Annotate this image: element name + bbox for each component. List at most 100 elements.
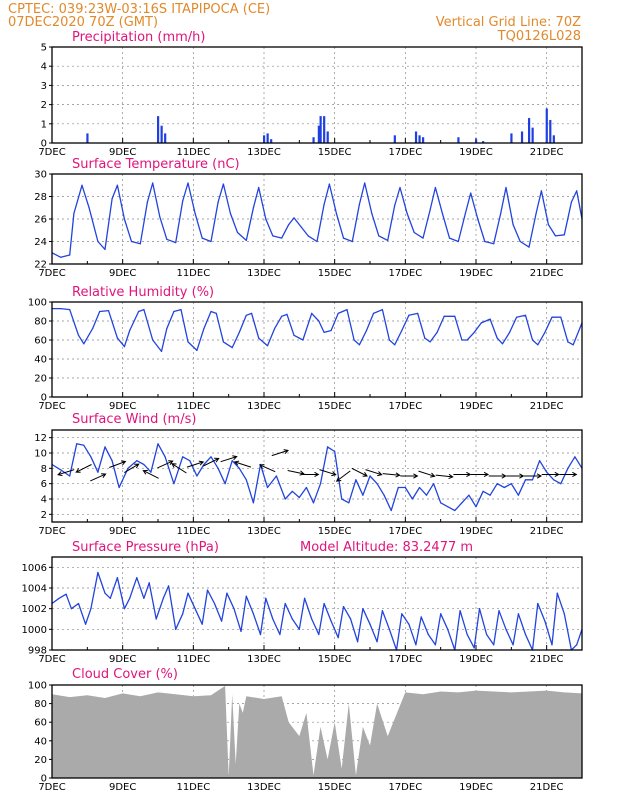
pressure-point xyxy=(272,618,274,620)
temp-point xyxy=(300,226,302,228)
wind-arrow xyxy=(435,473,454,480)
temp-point xyxy=(554,235,557,237)
precip-xtick-label: 13DEC xyxy=(247,147,281,158)
pressure-point xyxy=(415,644,417,646)
wind-point xyxy=(524,479,527,481)
pressure-xtick-label: 9DEC xyxy=(109,654,136,665)
precip-ytick-label: 2 xyxy=(41,100,47,111)
wind-arrow xyxy=(90,473,107,482)
temp-point xyxy=(217,201,219,203)
rh-point xyxy=(281,315,283,317)
precip-ytick-label: 0 xyxy=(41,139,47,150)
rh-point xyxy=(381,309,383,311)
wind-arrow xyxy=(382,472,401,478)
pressure-point xyxy=(187,592,189,594)
temp-point xyxy=(576,190,578,192)
wind-point xyxy=(447,506,449,508)
temp-point xyxy=(387,239,389,241)
wind-point xyxy=(411,498,413,500)
wind-ytick-label: 10 xyxy=(34,449,47,460)
pressure-point xyxy=(84,623,87,625)
pressure-point xyxy=(129,597,131,599)
precip-xtick-label: 19DEC xyxy=(459,147,493,158)
temp-point xyxy=(547,224,550,226)
cloud-xtick-label: 9DEC xyxy=(109,782,136,793)
precip-ytick-label: 4 xyxy=(41,62,47,73)
wind-ytick-label: 8 xyxy=(41,464,47,475)
pressure-point xyxy=(349,618,352,620)
rh-point xyxy=(429,341,431,343)
pressure-point xyxy=(381,610,383,612)
wind-ytick-label: 4 xyxy=(41,495,47,506)
rh-point xyxy=(408,314,410,316)
rh-point xyxy=(572,344,574,346)
temp-point xyxy=(464,212,466,214)
temp-point xyxy=(316,240,318,243)
wind-arrow xyxy=(319,469,337,477)
precip-bar xyxy=(510,133,513,143)
precip-bar xyxy=(86,133,89,143)
precip-bar xyxy=(266,133,269,143)
rh-point xyxy=(537,344,539,346)
cloud-area xyxy=(52,685,582,778)
rh-point xyxy=(330,329,332,332)
rh-frame xyxy=(51,301,583,398)
wind-point xyxy=(369,475,371,477)
wind-point xyxy=(362,494,364,496)
rh-point xyxy=(480,322,482,324)
pressure-point xyxy=(408,623,410,625)
precip-bar xyxy=(528,118,531,143)
rh-ytick-label: 60 xyxy=(34,336,47,347)
pressure-point xyxy=(97,571,99,574)
wind-point xyxy=(127,467,129,469)
wind-arrow xyxy=(335,470,351,482)
wind-arrow xyxy=(559,471,578,478)
temp-point xyxy=(484,240,486,243)
precip-bar xyxy=(319,116,322,143)
wind-point xyxy=(482,490,484,492)
wind-point xyxy=(496,483,498,485)
pressure-point xyxy=(544,620,546,622)
temperature-title: Surface Temperature (nC) xyxy=(72,157,240,172)
pressure-point xyxy=(369,623,371,625)
temp-point xyxy=(245,239,247,241)
wind-point xyxy=(266,486,269,489)
rh-point xyxy=(215,312,217,314)
wind-series-line xyxy=(51,443,583,512)
pressure-point xyxy=(493,644,495,646)
wind-point xyxy=(503,486,505,489)
rh-point xyxy=(473,331,475,333)
wind-point xyxy=(97,471,99,473)
precip-bar xyxy=(164,133,167,143)
rh-point xyxy=(388,339,391,341)
pressure-point xyxy=(505,628,507,630)
pressure-xtick-label: 13DEC xyxy=(247,654,281,665)
wind-arrow xyxy=(57,469,75,477)
pressure-point xyxy=(123,608,126,610)
rh-point xyxy=(180,309,182,311)
wind-arrow xyxy=(541,471,560,478)
pressure-point xyxy=(388,628,391,630)
rh-point xyxy=(358,344,360,346)
pressure-point xyxy=(109,597,111,599)
wind-point xyxy=(461,502,463,504)
precip-bar xyxy=(157,116,160,143)
rh-xtick-label: 9DEC xyxy=(109,401,136,412)
wind-point xyxy=(252,502,254,504)
precip-bar xyxy=(545,108,548,143)
pressure-point xyxy=(168,585,170,587)
precip-xtick-label: 21DEC xyxy=(530,147,564,158)
wind-point xyxy=(425,494,428,496)
wind-point xyxy=(348,502,350,504)
temp-point xyxy=(406,212,408,214)
temp-point xyxy=(528,246,530,248)
wind-point xyxy=(553,479,555,481)
rh-ytick-label: 20 xyxy=(34,374,47,385)
wind-point xyxy=(546,471,548,473)
rh-point xyxy=(196,349,198,352)
rh-point xyxy=(531,339,534,341)
pressure-point xyxy=(563,613,565,615)
rh-point xyxy=(401,329,403,332)
rh-point xyxy=(258,337,260,339)
temp-point xyxy=(500,212,502,214)
